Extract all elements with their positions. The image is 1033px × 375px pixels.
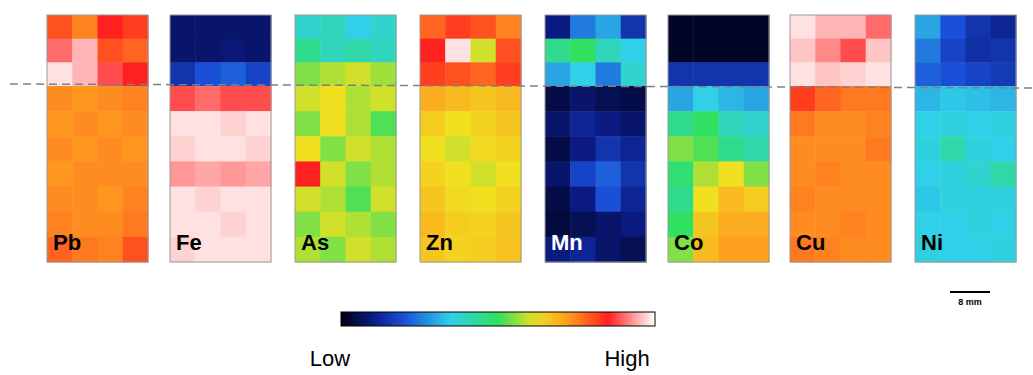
svg-text:Mn: Mn bbox=[551, 230, 583, 255]
svg-text:Cu: Cu bbox=[796, 230, 825, 255]
svg-text:High: High bbox=[604, 346, 649, 371]
svg-text:Zn: Zn bbox=[426, 230, 453, 255]
svg-text:Fe: Fe bbox=[176, 230, 202, 255]
svg-text:Pb: Pb bbox=[53, 230, 81, 255]
svg-text:Co: Co bbox=[674, 230, 703, 255]
svg-text:Ni: Ni bbox=[921, 230, 943, 255]
svg-text:As: As bbox=[301, 230, 329, 255]
svg-text:Low: Low bbox=[310, 346, 350, 371]
svg-text:8 mm: 8 mm bbox=[958, 297, 982, 307]
